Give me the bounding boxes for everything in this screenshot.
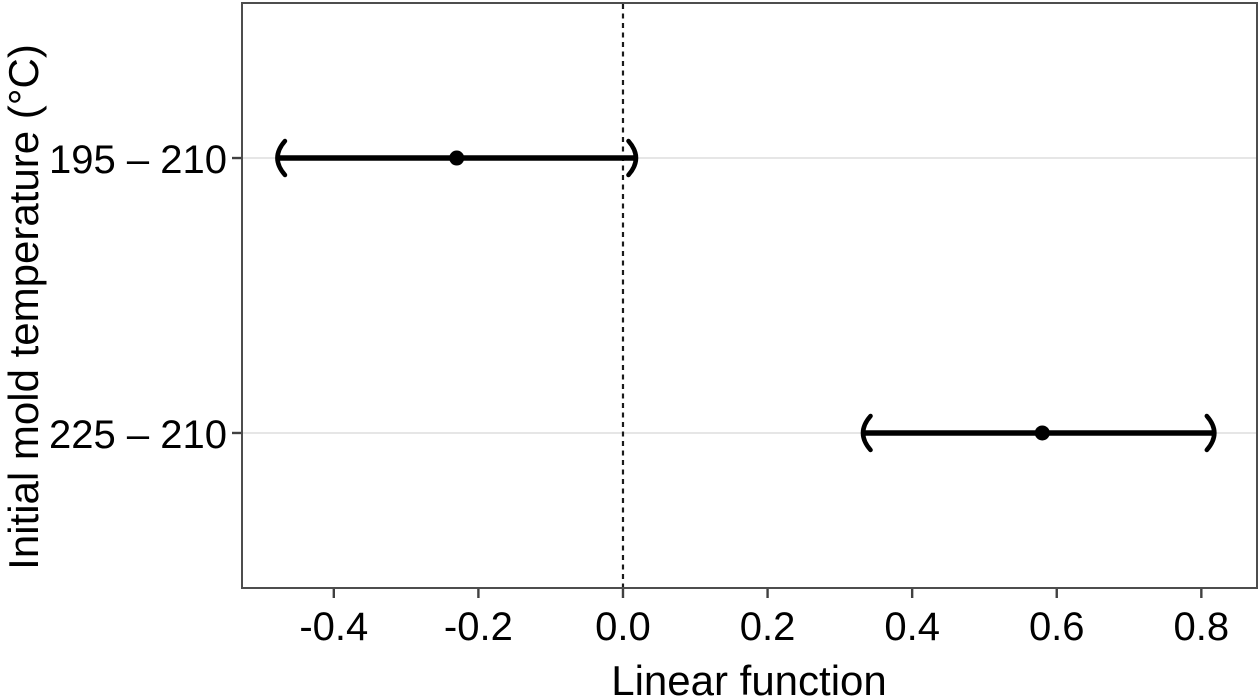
x-tick-label: 0.8 <box>1174 605 1230 649</box>
y-category-label: 225 – 210 <box>49 413 227 457</box>
x-tick-label: -0.2 <box>444 605 513 649</box>
x-tick-label: 0.4 <box>884 605 940 649</box>
x-tick-label: -0.4 <box>299 605 368 649</box>
error-bars <box>275 138 1217 453</box>
y-axis-title: Initial mold temperature (°C) <box>0 44 47 570</box>
x-tick-label: 0.2 <box>740 605 796 649</box>
left-paren-cap <box>860 413 873 453</box>
x-axis-ticks <box>332 589 1203 598</box>
left-paren-cap <box>275 138 288 178</box>
point-estimate-marker <box>449 150 465 166</box>
panel-border <box>241 2 1258 589</box>
x-axis-tick-labels: -0.4 -0.2 0.0 0.2 0.4 0.6 0.8 <box>299 605 1229 649</box>
y-axis-category-labels: 195 – 210 225 – 210 <box>49 138 227 457</box>
error-bar <box>860 413 1217 453</box>
plot-border <box>241 2 1258 589</box>
y-category-label: 195 – 210 <box>49 138 227 182</box>
x-tick-label: 0.0 <box>595 605 651 649</box>
right-paren-cap <box>1204 413 1217 453</box>
error-bar <box>275 138 639 178</box>
y-axis-ticks <box>232 156 241 435</box>
x-axis-title: Linear function <box>611 657 887 699</box>
x-tick-label: 0.6 <box>1029 605 1085 649</box>
point-estimate-marker <box>1034 425 1050 441</box>
gridlines <box>242 157 1257 434</box>
right-paren-cap <box>626 138 639 178</box>
